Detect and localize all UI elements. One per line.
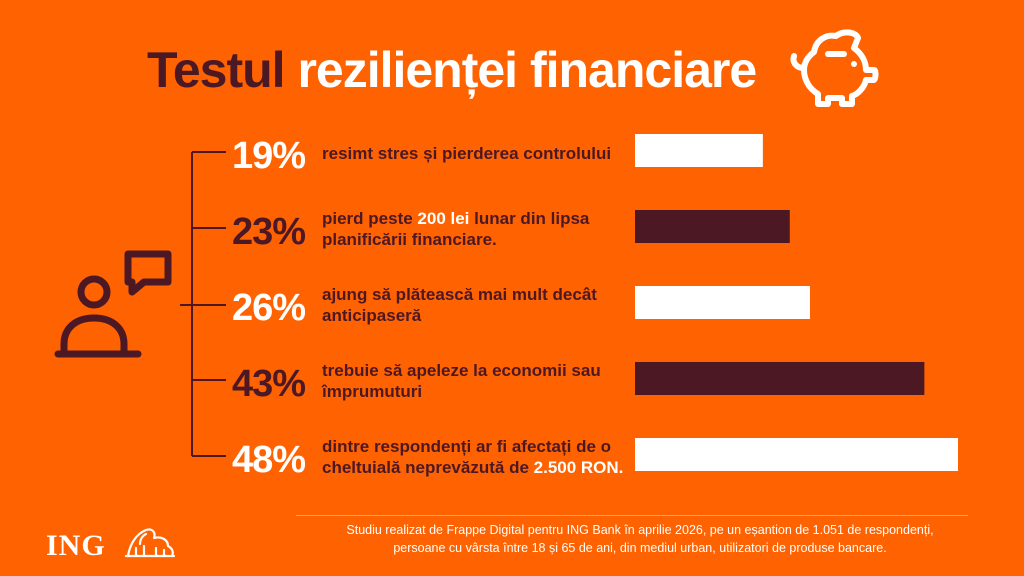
brand-logo: ING bbox=[46, 529, 106, 562]
highlight-text: 200 lei bbox=[417, 209, 470, 228]
title-part-1: Testul bbox=[147, 42, 286, 98]
person-speech-icon bbox=[54, 250, 172, 358]
title-part-2: rezilienței financiare bbox=[297, 42, 757, 98]
bar bbox=[635, 438, 958, 471]
description-text: dintre respondenți ar fi afectați de o c… bbox=[322, 437, 612, 477]
lion-icon bbox=[124, 528, 176, 558]
footnote: Studiu realizat de Frappe Digital pentru… bbox=[300, 521, 980, 557]
footnote-line-2: persoane cu vârsta între 18 și 65 de ani… bbox=[393, 541, 887, 555]
bar bbox=[635, 134, 763, 167]
row-bracket bbox=[180, 151, 226, 457]
bar bbox=[635, 210, 790, 243]
row-description: dintre respondenți ar fi afectați de o c… bbox=[322, 436, 642, 478]
value-label: 26% bbox=[232, 287, 306, 329]
description-text: ajung să plătească mai mult decât antici… bbox=[322, 285, 597, 325]
footer-divider bbox=[296, 515, 968, 516]
value-label: 19% bbox=[232, 135, 306, 177]
row-description: resimt stres și pierderea controlului bbox=[322, 143, 642, 164]
row-description: pierd peste 200 lei lunar din lipsa plan… bbox=[322, 208, 642, 250]
description-text: lunar din lipsa planificării financiare. bbox=[322, 209, 590, 249]
row-description: trebuie să apeleze la economii sau împru… bbox=[322, 360, 642, 402]
description-text: resimt stres și pierderea controlului bbox=[322, 144, 612, 163]
row-description: ajung să plătească mai mult decât antici… bbox=[322, 284, 642, 326]
piggy-bank-icon bbox=[790, 29, 879, 107]
value-label: 43% bbox=[232, 363, 306, 405]
value-label: 23% bbox=[232, 211, 306, 253]
footnote-line-1: Studiu realizat de Frappe Digital pentru… bbox=[346, 523, 934, 537]
value-label: 48% bbox=[232, 439, 306, 481]
bar bbox=[635, 362, 925, 395]
bar bbox=[635, 286, 810, 319]
description-text: pierd peste bbox=[322, 209, 418, 228]
highlight-text: 2.500 RON. bbox=[533, 458, 624, 477]
description-text: trebuie să apeleze la economii sau împru… bbox=[322, 361, 601, 401]
page-title: Testul rezilienței financiare bbox=[147, 40, 757, 100]
